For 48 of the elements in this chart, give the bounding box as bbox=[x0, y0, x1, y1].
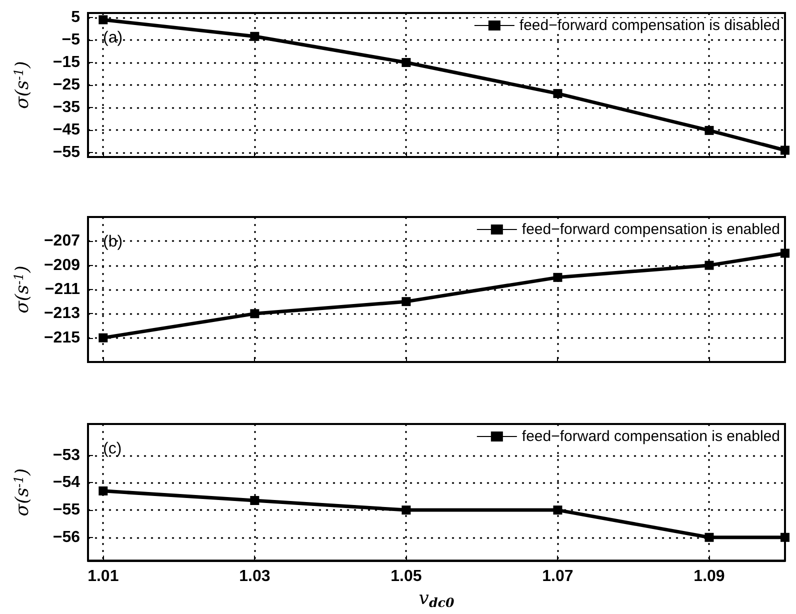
point bbox=[98, 486, 108, 496]
point bbox=[553, 506, 562, 515]
y-tick-label: −215 bbox=[44, 329, 80, 346]
point bbox=[780, 146, 790, 155]
y-tick-label: −211 bbox=[44, 281, 80, 298]
y-tick-label: −15 bbox=[52, 54, 80, 71]
point bbox=[98, 15, 108, 24]
legend-label: feed−forward compensation is enabled bbox=[522, 428, 780, 445]
point bbox=[98, 333, 108, 342]
y-axis-title: σ(s-1) bbox=[11, 61, 33, 109]
point bbox=[402, 506, 411, 515]
point bbox=[402, 58, 411, 67]
y-axis-title: σ(s-1) bbox=[11, 266, 33, 314]
y-tick-label: 5 bbox=[71, 9, 80, 26]
annotation: (b) bbox=[103, 234, 123, 250]
point bbox=[780, 248, 790, 258]
y-axis-title: σ(s-1) bbox=[11, 468, 33, 516]
legend-label: feed−forward compensation is enabled bbox=[522, 221, 780, 238]
point bbox=[780, 532, 790, 542]
x-tick-label: 1.07 bbox=[542, 568, 574, 586]
y-tick-label: −5 bbox=[62, 32, 80, 48]
x-tick-label: 1.01 bbox=[88, 568, 119, 586]
y-tick-label: −56 bbox=[52, 528, 80, 546]
point bbox=[250, 32, 260, 41]
point bbox=[553, 89, 562, 98]
point bbox=[704, 126, 714, 135]
y-tick-label: −25 bbox=[52, 76, 80, 94]
legend-label: feed−forward compensation is disabled bbox=[519, 17, 780, 34]
point bbox=[250, 309, 260, 318]
point bbox=[402, 297, 411, 306]
y-tick-label: −213 bbox=[44, 305, 80, 322]
annotation: (a) bbox=[103, 30, 123, 46]
point bbox=[704, 532, 714, 542]
y-tick-label: −55 bbox=[52, 502, 80, 519]
point bbox=[704, 260, 714, 270]
point bbox=[553, 272, 562, 282]
y-tick-label: −45 bbox=[52, 122, 80, 138]
x-tick-label: 1.05 bbox=[390, 568, 422, 586]
point bbox=[250, 496, 260, 505]
y-tick-label: −207 bbox=[44, 232, 80, 250]
y-tick-label: −55 bbox=[52, 144, 80, 161]
y-tick-label: −54 bbox=[52, 474, 80, 492]
y-tick-label: −35 bbox=[52, 99, 80, 116]
y-tick-label: −53 bbox=[52, 446, 80, 464]
y-tick-label: −209 bbox=[44, 256, 80, 274]
x-tick-label: 1.03 bbox=[239, 568, 270, 586]
x-tick-label: 1.09 bbox=[694, 568, 725, 586]
annotation: (c) bbox=[103, 440, 122, 458]
